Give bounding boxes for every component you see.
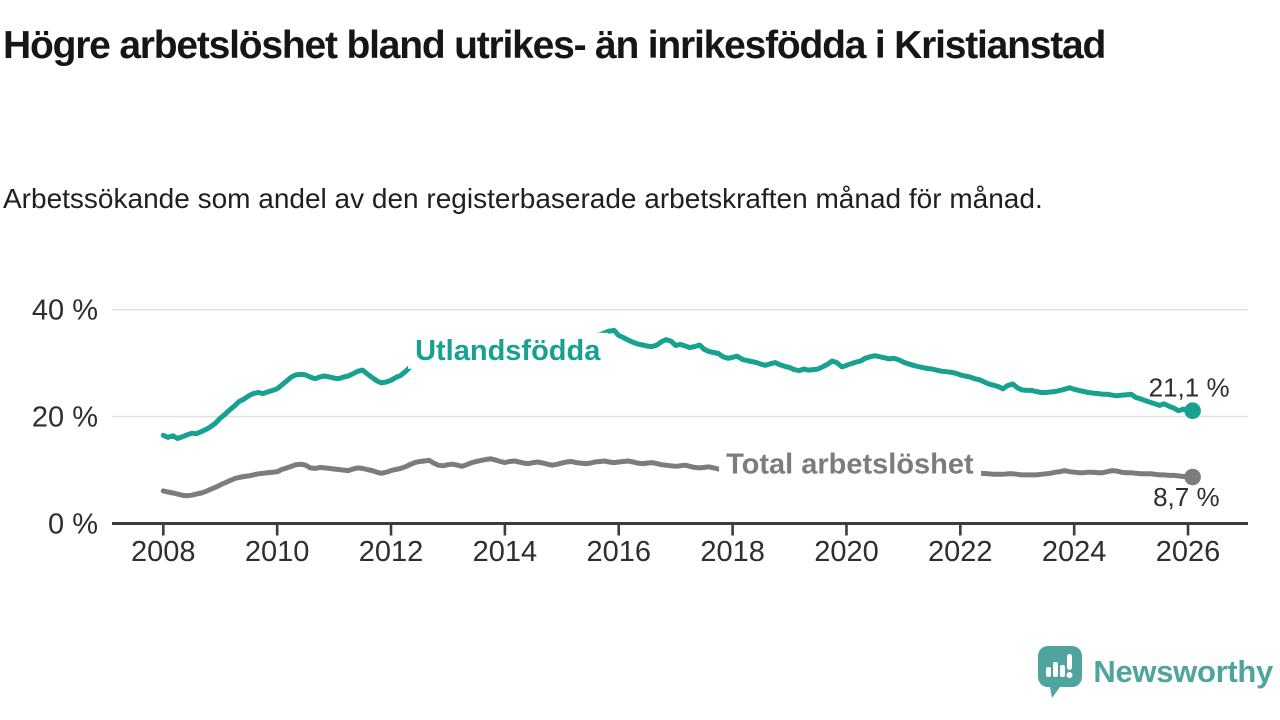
end-value-label: 8,7 % [1153, 482, 1220, 512]
series-line-utlandsfodda [160, 328, 1196, 441]
chart-title: Högre arbetslöshet bland utrikes- än inr… [3, 24, 1106, 67]
series-label: Total arbetslöshet [726, 449, 974, 481]
newsworthy-icon [1038, 646, 1083, 698]
x-axis-label: 2026 [1156, 536, 1221, 568]
series-end-dot [1184, 468, 1201, 486]
x-axis-label: 2020 [814, 536, 879, 568]
series-line-total [160, 456, 1196, 499]
x-axis-label: 2008 [131, 536, 196, 568]
chart-subtitle: Arbetssökande som andel av den registerb… [3, 183, 1043, 214]
newsworthy-logo: Newsworthy [1037, 645, 1273, 698]
y-axis-label: 20 % [32, 402, 98, 434]
end-value-label: 21,1 % [1149, 373, 1230, 403]
y-axis-label: 40 % [32, 295, 98, 327]
y-axis-label: 0 % [48, 509, 98, 541]
x-axis-label: 2016 [586, 536, 651, 568]
x-axis-label: 2018 [700, 536, 765, 568]
newsworthy-wordmark: Newsworthy [1093, 653, 1273, 689]
series-label-mask [719, 446, 982, 483]
x-axis-label: 2022 [928, 536, 993, 568]
series-end-dot [1184, 402, 1201, 420]
x-axis-label: 2024 [1042, 536, 1107, 568]
series-label-mask [408, 332, 609, 369]
x-axis-label: 2012 [359, 536, 424, 568]
series-label: Utlandsfödda [415, 335, 601, 367]
x-axis-label: 2014 [473, 536, 538, 568]
x-axis-label: 2010 [245, 536, 310, 568]
